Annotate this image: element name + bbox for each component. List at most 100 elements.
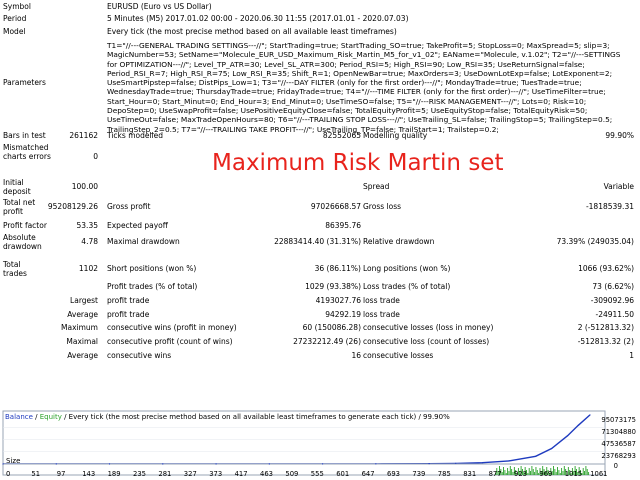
profit-trades-label: Profit trades (% of total) xyxy=(107,282,198,291)
expected-payoff-label: Expected payoff xyxy=(107,221,168,230)
symbol-label: Symbol xyxy=(3,2,31,11)
balance-point xyxy=(481,462,484,464)
size-bar xyxy=(520,466,522,475)
balance-point xyxy=(375,463,377,465)
balance-point xyxy=(428,463,430,465)
size-bar xyxy=(586,469,588,475)
maximum-label: Maximum xyxy=(61,323,98,332)
size-bars xyxy=(495,466,590,475)
period-label: Period xyxy=(3,14,27,23)
size-bar xyxy=(539,468,541,475)
size-bar xyxy=(546,467,548,475)
average-loss-label: loss trade xyxy=(363,310,400,319)
quality-label: Modelling quality xyxy=(363,131,428,140)
size-bar xyxy=(585,466,587,475)
chart-grid xyxy=(3,426,605,453)
size-bar xyxy=(547,470,549,475)
size-bar xyxy=(581,473,583,475)
size-bar xyxy=(501,472,503,475)
legend-equity: Equity xyxy=(39,413,62,421)
x-tick: 235 xyxy=(133,470,146,478)
balance-point xyxy=(55,463,57,465)
size-bar xyxy=(544,472,546,475)
maximal-cons-profit-label: consecutive profit (count of wins) xyxy=(107,337,233,346)
absolute-drawdown-value: 4.78 xyxy=(81,237,98,246)
size-bar xyxy=(558,470,560,475)
total-net-profit-label: Total net profit xyxy=(3,198,36,216)
size-bar xyxy=(512,472,514,475)
relative-drawdown-label: Relative drawdown xyxy=(363,237,435,246)
size-bar xyxy=(570,473,572,475)
loss-trades-value: 73 (6.62%) xyxy=(592,282,634,291)
x-tick: 923 xyxy=(514,470,527,478)
max-cons-losses-value: 2 (-512813.32) xyxy=(577,323,634,332)
loss-trades-label: Loss trades (% of total) xyxy=(363,282,451,291)
size-bar xyxy=(519,471,521,475)
initial-deposit-label: Initial deposit xyxy=(3,178,31,196)
spread-value: Variable xyxy=(603,182,634,191)
size-bar xyxy=(554,469,556,475)
average-profit-value: 94292.19 xyxy=(325,310,361,319)
x-tick: 601 xyxy=(336,470,350,478)
size-bar xyxy=(526,470,527,475)
size-bar xyxy=(574,466,576,475)
parameters-label: Parameters xyxy=(3,78,46,87)
x-tick: 877 xyxy=(488,470,502,478)
profit-factor-value: 53.35 xyxy=(76,221,98,230)
x-tick: 647 xyxy=(361,470,375,478)
parameters-value: T1="//---GENERAL TRADING SETTINGS---//";… xyxy=(107,41,621,134)
x-tick: 97 xyxy=(56,470,66,478)
legend-balance: Balance xyxy=(5,413,33,421)
x-tick: 785 xyxy=(437,470,451,478)
max-cons-wins-label: consecutive wins (profit in money) xyxy=(107,323,237,332)
profit-trades-value: 1029 (93.38%) xyxy=(305,282,361,291)
ticks-value: 82552065 xyxy=(322,131,361,140)
size-bar xyxy=(505,473,507,475)
overlay-title: Maximum Risk Martin set xyxy=(212,150,504,176)
long-positions-value: 1066 (93.62%) xyxy=(578,264,634,273)
size-bar xyxy=(530,471,531,475)
maximal-cons-profit-value: 27232212.49 (26) xyxy=(293,337,361,346)
model-value: Every tick (the most precise method base… xyxy=(107,27,397,36)
size-bar xyxy=(500,469,502,475)
x-tick: 327 xyxy=(183,470,197,478)
size-bar xyxy=(538,473,540,475)
total-trades-value: 1102 xyxy=(78,264,98,273)
size-bar xyxy=(571,468,573,475)
quality-value: 99.90% xyxy=(605,131,634,140)
size-frame xyxy=(2,463,606,476)
maximal-cons-loss-value: -512813.32 (2) xyxy=(577,337,634,346)
maximal-drawdown-value: 22883414.40 (31.31%) xyxy=(274,237,361,246)
expected-payoff-value: 86395.76 xyxy=(325,221,361,230)
ticks-label: Ticks modelled xyxy=(107,131,164,140)
x-tick: 373 xyxy=(209,470,223,478)
x-tick: 509 xyxy=(285,470,299,478)
largest-profit-value: 4193027.76 xyxy=(315,296,361,305)
size-bar xyxy=(584,471,585,475)
gross-loss-value: -1818539.31 xyxy=(585,202,634,211)
size-bar xyxy=(561,468,563,475)
balance-point xyxy=(567,435,569,437)
short-positions-value: 36 (86.11%) xyxy=(314,264,361,273)
legend-sep: / xyxy=(32,413,40,421)
spread-label: Spread xyxy=(363,182,390,191)
average-label: Average xyxy=(67,310,98,319)
avg-cons-losses-value: 1 xyxy=(629,351,634,360)
size-bar xyxy=(580,470,581,475)
size-bar xyxy=(534,472,536,475)
size-bar xyxy=(504,470,506,475)
avg-cons-wins-label: consecutive wins xyxy=(107,351,172,360)
balance-point xyxy=(268,463,270,465)
average-loss-value: -24911.50 xyxy=(595,310,635,319)
size-bar xyxy=(578,467,580,475)
balance-point xyxy=(577,424,579,426)
size-bar xyxy=(576,469,577,475)
largest-loss-value: -309092.96 xyxy=(590,296,634,305)
legend-rest: / Every tick (the most precise method ba… xyxy=(61,413,450,421)
size-bar xyxy=(535,467,537,475)
size-bar xyxy=(516,473,518,475)
gross-profit-value: 97026668.57 xyxy=(310,202,361,211)
balance-point xyxy=(551,447,553,450)
x-tick: 0 xyxy=(6,470,11,478)
size-bar xyxy=(532,469,534,475)
